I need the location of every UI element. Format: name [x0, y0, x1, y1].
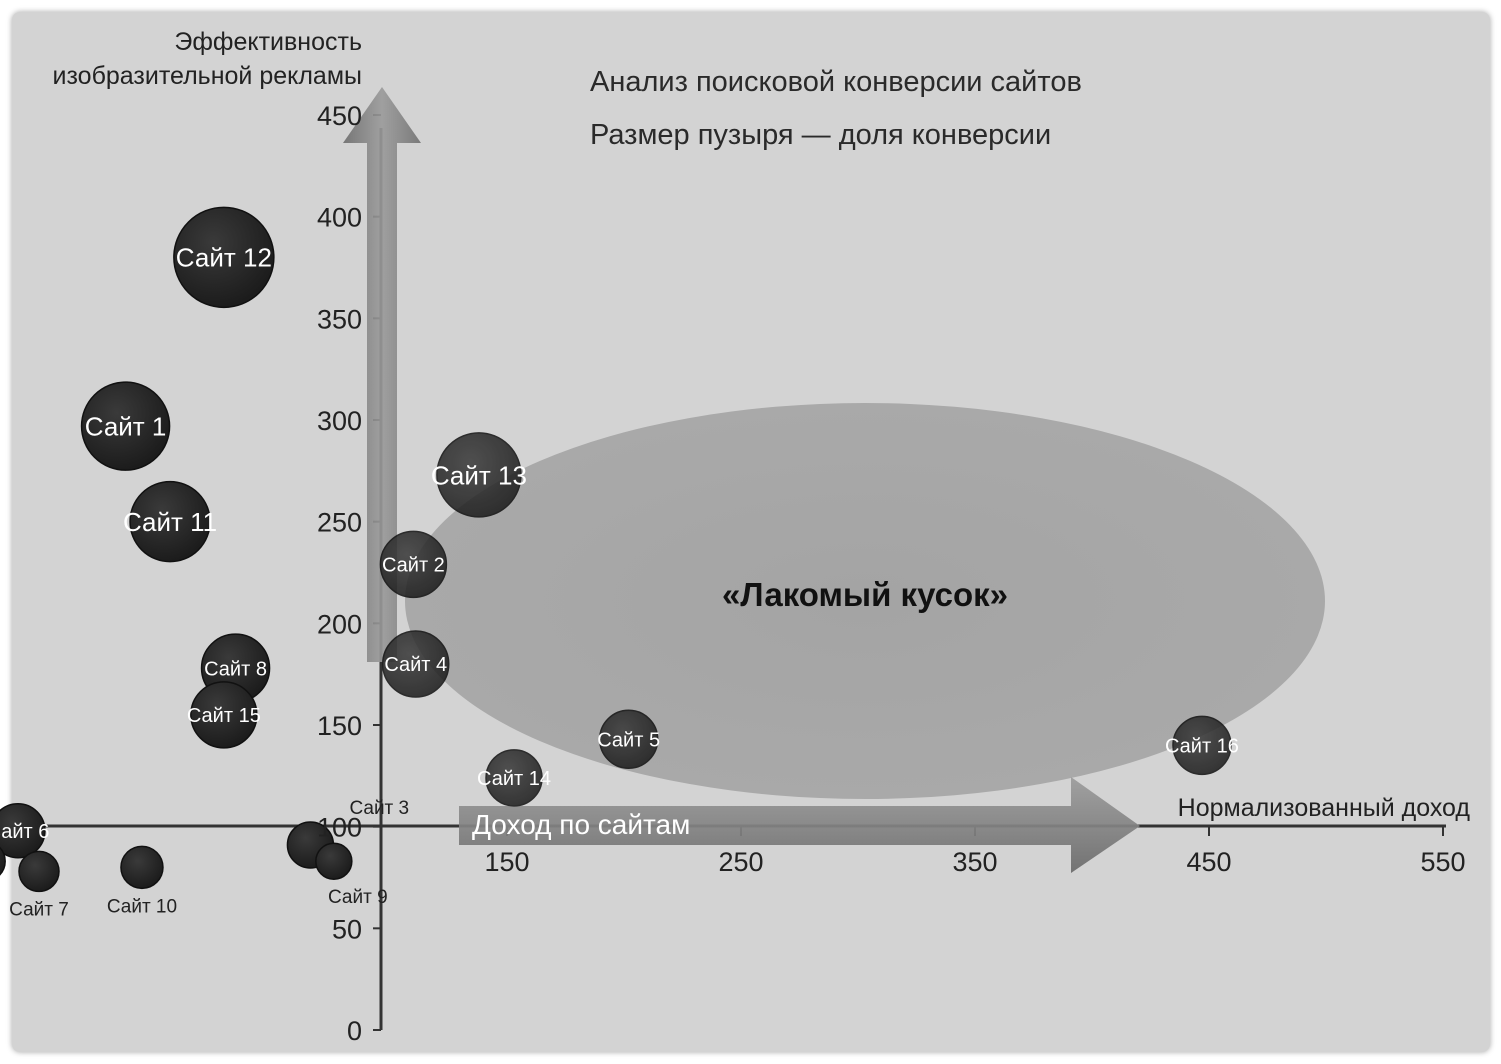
y-tick-label: 250 [317, 508, 362, 538]
bubble-labels: Сайт 1 Сайт 2 Сайт 3 Сайт 4 Сайт 5 Сайт 6 Сайт… [0, 243, 1239, 921]
bubble-6 [0, 802, 46, 859]
bubble-9 [315, 842, 353, 880]
income-arrow-label: Доход по сайтам [472, 809, 690, 840]
bubble-13 [436, 432, 522, 518]
y-tick-label: 0 [347, 1016, 362, 1046]
bubble-label: Сайт 6 [0, 821, 49, 843]
bubble-label: Сайт 2 [382, 555, 445, 577]
bubble-4 [381, 630, 450, 698]
bubble-label: Сайт 11 [123, 507, 217, 537]
bubbles-layer [0, 206, 1232, 893]
region-label: «Лакомый кусок» [722, 576, 1008, 613]
bubble-15 [190, 681, 258, 749]
bubble-label: Сайт 15 [187, 705, 261, 727]
x-tick-label: 350 [952, 847, 997, 877]
y-tick-label: 100 [317, 813, 362, 843]
bubble-label: Сайт 1 [85, 411, 167, 441]
bubble-label: Сайт 3 [349, 798, 409, 819]
bubble-10 [120, 845, 164, 890]
bubble-1 [80, 381, 171, 471]
bubble-label: Сайт 16 [1165, 736, 1239, 758]
income-arrow [459, 777, 1140, 873]
x-tick-label: 150 [484, 847, 529, 877]
bubble-16 [1172, 715, 1232, 776]
bubble-label: Сайт 9 [328, 887, 388, 908]
x-tick-label: 550 [1420, 847, 1465, 877]
chart-title: Анализ поисковой конверсии сайтов [590, 66, 1082, 98]
sweet-spot-region [405, 403, 1325, 799]
y-tick-label: 350 [317, 304, 362, 334]
y-axis-label-line-2: изобразительной рекламы [53, 62, 362, 90]
x-tick-label: 250 [718, 847, 763, 877]
vertical-arrow [343, 87, 421, 662]
y-tick-label: 200 [317, 609, 362, 639]
bubble-label: Сайт 10 [107, 896, 177, 917]
bubble-2 [379, 530, 448, 599]
bubble-14 [485, 749, 543, 807]
bubble-label: Сайт 4 [384, 654, 447, 676]
x-tick-label: 450 [1186, 847, 1231, 877]
bubble-12 [173, 206, 275, 309]
tick-labels: 150 250 350 450 550 0 50 100 150 200 250 300 350 400 4… [317, 101, 1466, 1046]
bubble-label: Сайт 7 [9, 899, 69, 920]
chart-subtitle: Размер пузыря — доля конверсии [590, 119, 1051, 151]
x-axis-label: Нормализованный доход [1178, 794, 1471, 822]
bubble-17 [0, 846, 6, 876]
bubble-7 [18, 850, 60, 893]
y-tick-label: 400 [317, 203, 362, 233]
y-tick-label: 50 [332, 914, 362, 944]
bubble-label: Сайт 13 [431, 460, 527, 490]
bubble-5 [598, 709, 659, 769]
bubble-label: Сайт 5 [597, 729, 660, 751]
bubble-11 [129, 480, 211, 563]
bubble-label: Сайт 12 [176, 243, 272, 273]
y-tick-label: 150 [317, 711, 362, 741]
bubble-label: Сайт 14 [477, 768, 551, 790]
y-tick-label: 300 [317, 406, 362, 436]
y-axis-label-line-1: Эффективность [174, 28, 362, 56]
bubble-label: Сайт 8 [204, 658, 267, 680]
y-tick-label: 450 [317, 101, 362, 131]
